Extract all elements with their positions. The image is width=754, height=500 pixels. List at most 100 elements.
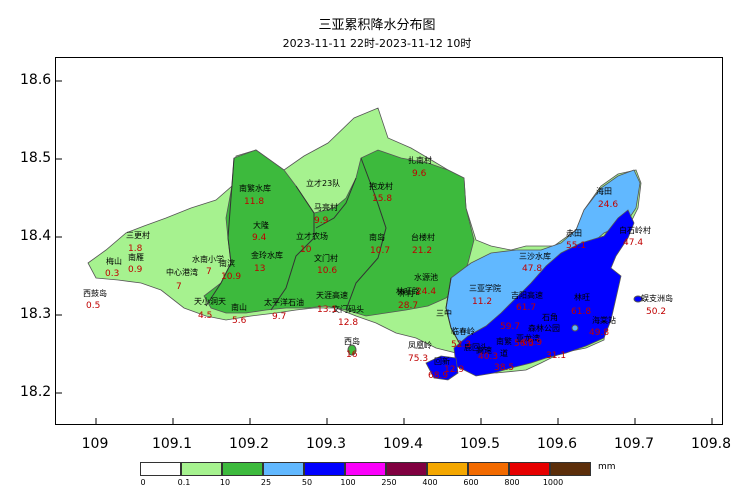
station-label: 林旺 (574, 292, 590, 302)
rain-zone-blue (453, 209, 635, 377)
station-value: 21.2 (412, 246, 432, 256)
legend-swatch (263, 462, 304, 476)
x-tick-label: 109.1 (151, 436, 193, 452)
station-label: 抱龙村 (369, 181, 393, 191)
legend-break-label: 10 (219, 478, 231, 487)
legend-break-label: 250 (381, 478, 397, 487)
station-value: 10 (300, 245, 312, 255)
legend-swatch (345, 462, 386, 476)
station-value: 7 (176, 282, 182, 292)
map-frame: 西鼓岛 梅山 南雁 三更村 中心港湾 水南小学 天小洞天 南滨 南山 南繁水库 … (55, 57, 723, 425)
station-label: 海棠站 (592, 315, 616, 325)
station-label: 台楼村 (411, 232, 435, 242)
station-label: 吉阳高速 (511, 290, 543, 300)
station-value: 11.8 (244, 197, 264, 207)
station-value: 12.9 (444, 365, 464, 375)
legend-break-label: 1000 (542, 478, 564, 487)
station-value: 52.3 (451, 340, 471, 350)
station-label: 南山 (231, 302, 247, 312)
station-label: 石角 (542, 312, 558, 322)
legend-swatch (386, 462, 427, 476)
x-tick-label: 109.5 (459, 436, 501, 452)
station-label: 白石岭村 (619, 225, 651, 235)
station-label: 马亮村 (314, 202, 338, 212)
station-label: 金玲水库 (251, 250, 283, 260)
station-value: 9.7 (272, 312, 286, 322)
station-value: 15.8 (372, 194, 392, 204)
station-value: 10.9 (221, 272, 241, 282)
legend-swatch (550, 462, 591, 476)
map-subtitle: 2023-11-11 22时-2023-11-12 10时 (282, 37, 472, 50)
station-label: 南繁 (496, 336, 512, 346)
station-label: 道 (500, 348, 508, 358)
station-value: 40.3 (478, 352, 498, 362)
station-value: 12.8 (338, 318, 358, 328)
station-label: 凤凰岭 (408, 340, 432, 350)
y-tick-label: 18.5 (20, 150, 52, 166)
legend-swatch (140, 462, 181, 476)
legend-swatch (181, 462, 222, 476)
station-value: 24.6 (598, 200, 618, 210)
legend-swatch (509, 462, 550, 476)
station-label: 蜈支洲岛 (641, 293, 673, 303)
legend-unit: mm (598, 462, 616, 472)
station-label: 南雁 (128, 252, 144, 262)
station-label: 中心港湾 (166, 267, 198, 277)
station-value: 24.4 (416, 287, 436, 297)
station-label: 三沙水库 (519, 251, 551, 261)
station-label: 回新 (434, 356, 450, 366)
x-tick-label: 109.3 (305, 436, 347, 452)
station-label: 立才农场 (296, 231, 328, 241)
station-label: 高速 (476, 345, 492, 355)
y-tick-label: 18.3 (20, 306, 52, 322)
x-tick-label: 109.2 (228, 436, 270, 452)
station-value: 47.4 (623, 238, 643, 248)
legend-swatch (427, 462, 468, 476)
station-value: 50.2 (646, 307, 666, 317)
station-value: 49.8 (589, 328, 609, 338)
station-value: 7 (206, 267, 212, 277)
station-label: 森林公园 (528, 323, 560, 333)
legend-break-label: 50 (301, 478, 313, 487)
map-title: 三亚累积降水分布图 (318, 18, 436, 33)
rain-zone-green (203, 149, 475, 317)
legend-swatch (304, 462, 345, 476)
station-label: 林旺路 (396, 286, 420, 296)
station-value: 47.8 (522, 264, 542, 274)
legend-swatch (468, 462, 509, 476)
station-value: 61.7 (516, 303, 536, 313)
y-tick-label: 18.6 (20, 72, 52, 88)
legend-swatch (222, 462, 263, 476)
station-label: 水南小学 (192, 254, 224, 264)
x-tick-label: 109 (81, 436, 109, 452)
station-label: 太平洋石油 (264, 297, 304, 307)
station-label: 天小洞天 (194, 296, 226, 306)
station-value: 68.9 (428, 371, 448, 381)
station-label: 临春岭 (451, 326, 475, 336)
station-label: 南滨 (219, 258, 235, 268)
rain-zone-blue-south (425, 355, 459, 381)
station-label: 西岛 (344, 336, 360, 346)
station-label: 天涯高速 (316, 290, 348, 300)
station-value: 38.5 (494, 363, 514, 373)
legend-break-label: 600 (463, 478, 479, 487)
station-value: 1.8 (128, 244, 143, 254)
station-label: 文门码头 (332, 304, 364, 314)
station-value: 0.5 (86, 301, 100, 311)
station-value: 9.4 (252, 233, 267, 243)
station-value: 13 (254, 264, 265, 274)
legend-break-label: 0 (140, 478, 146, 487)
x-tick-label: 109.8 (690, 436, 732, 452)
station-label: 三中 (436, 308, 452, 318)
station-label: 林村 (398, 288, 414, 298)
station-value: 9.6 (412, 169, 427, 179)
station-value: 61.8 (571, 307, 591, 317)
station-label: 立才23队 (306, 178, 340, 188)
station-value: 4.5 (198, 311, 212, 321)
station-label: 西鼓岛 (83, 288, 107, 298)
station-value: 11.2 (472, 297, 492, 307)
station-value: 13.1 (317, 305, 337, 315)
station-label: 水源池 (414, 272, 438, 282)
station-value: 56.5 (514, 339, 534, 349)
station-value: 59.7 (500, 322, 520, 332)
